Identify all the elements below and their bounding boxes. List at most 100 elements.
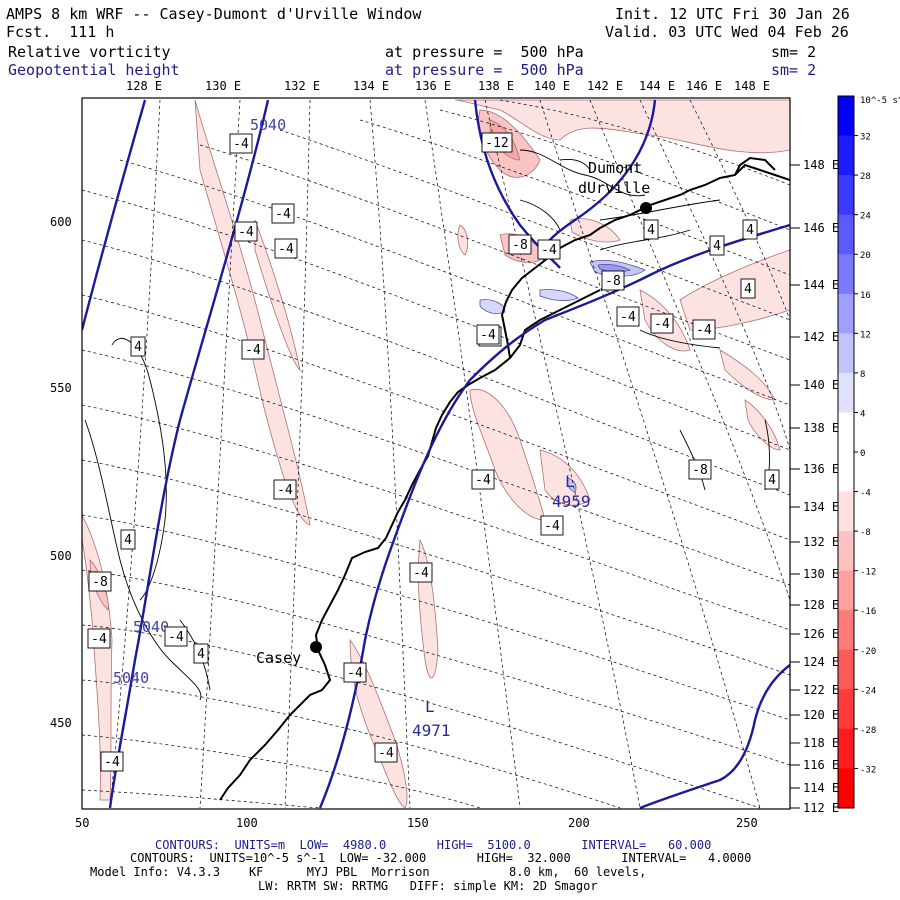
- vorticity-label-text: 4: [124, 533, 132, 548]
- lat-label: 112 E: [803, 801, 839, 815]
- lat-label: 136 E: [803, 462, 839, 476]
- lon-label: 140 E: [534, 79, 570, 93]
- lon-label: 144 E: [639, 79, 675, 93]
- lat-label: 124 E: [803, 655, 839, 669]
- colorbar-swatch: [838, 214, 854, 255]
- lat-label: 122 E: [803, 683, 839, 697]
- vorticity-label: -12: [481, 132, 513, 153]
- vorticity-label: -4: [273, 479, 297, 500]
- footer-physics: LW: RRTM SW: RRTMG DIFF: simple KM: 2D S…: [258, 879, 598, 893]
- vorticity-label: 4: [764, 469, 780, 490]
- x-tick: 250: [736, 816, 758, 830]
- lat-label: 138 E: [803, 421, 839, 435]
- vorticity-label-text: -4: [413, 566, 429, 581]
- colorbar-swatch: [838, 531, 854, 572]
- vorticity-label-box: [688, 459, 712, 480]
- colorbar-label: 4: [860, 409, 865, 419]
- vorticity-label-box: [471, 469, 495, 490]
- x-axis: 50 100 150 200 250: [75, 816, 758, 830]
- height-labels: 5040 5040 5040: [113, 116, 286, 687]
- colorbar-unit: 10^-5 s^-1: [860, 96, 900, 106]
- colorbar-swatch: [838, 96, 854, 137]
- vorticity-label-box: [601, 270, 625, 291]
- vorticity-label-box: [476, 324, 500, 345]
- vorticity-label: -4: [409, 562, 433, 583]
- vorticity-label-text: -8: [512, 238, 528, 253]
- vorticity-label-text: -4: [480, 328, 496, 343]
- lat-label: 126 E: [803, 627, 839, 641]
- vorticity-label: -4: [87, 628, 111, 649]
- casey-label: Casey: [256, 649, 301, 667]
- vorticity-label-text: -4: [245, 343, 261, 358]
- vorticity-label-box: [508, 234, 532, 255]
- vorticity-label: -4: [164, 626, 188, 647]
- x-tick: 50: [75, 816, 89, 830]
- vorticity-label-box: [709, 235, 725, 256]
- vorticity-label: -4: [537, 239, 561, 260]
- y-tick: 600: [50, 215, 72, 229]
- colorbar-swatch: [838, 135, 854, 176]
- height-label: 5040: [133, 618, 169, 636]
- forecast-hour: Fcst. 111 h: [6, 23, 115, 41]
- colorbar-label: 16: [860, 291, 871, 301]
- colorbar-label: -12: [860, 568, 876, 578]
- field1-level: at pressure = 500 hPa: [385, 43, 584, 61]
- lat-label: 130 E: [803, 567, 839, 581]
- vorticity-label-box: [343, 662, 367, 683]
- colorbar-label: -24: [860, 686, 876, 696]
- colorbar-label: -16: [860, 607, 876, 617]
- lat-label: 148 E: [803, 158, 839, 172]
- map-title: AMPS 8 km WRF -- Casey-Dumont d'Urville …: [6, 5, 422, 23]
- vorticity-label: 4: [709, 235, 725, 256]
- vorticity-label: -4: [692, 319, 716, 340]
- height-label: 5040: [250, 116, 286, 134]
- vorticity-label-box: [130, 336, 146, 357]
- lon-label: 134 E: [353, 79, 389, 93]
- colorbar-label: -32: [860, 765, 876, 775]
- dumont-station-marker: [640, 202, 652, 214]
- vorticity-label-text: -8: [92, 575, 108, 590]
- vorticity-label: -4: [343, 662, 367, 683]
- vorticity-label-text: -4: [620, 310, 636, 325]
- top-lon-labels: 128 E 130 E 132 E 134 E 136 E 138 E 140 …: [126, 79, 770, 93]
- vorticity-label-text: -4: [654, 317, 670, 332]
- vorticity-label-text: -4: [238, 225, 254, 240]
- low-value: 4971: [412, 721, 451, 740]
- lon-label: 132 E: [284, 79, 320, 93]
- colorbar-label: 32: [860, 133, 871, 143]
- colorbar-swatch: [838, 728, 854, 769]
- lat-label: 120 E: [803, 708, 839, 722]
- colorbar-swatch: [838, 372, 854, 413]
- lat-label: 128 E: [803, 598, 839, 612]
- vorticity-label: 4: [130, 336, 146, 357]
- colorbar-swatch: [838, 254, 854, 295]
- colorbar: 32 28 24 20 16 12 8 4 0 -4 -8 -12 -16 -20 -24 -28 -32: [837, 95, 876, 809]
- vorticity-label-box: [234, 221, 258, 242]
- colorbar-label: -28: [860, 726, 876, 736]
- lat-label: 114 E: [803, 781, 839, 795]
- plot-frame: [81, 97, 791, 810]
- lat-label: 142 E: [803, 330, 839, 344]
- vorticity-label-text: -4: [378, 746, 394, 761]
- colorbar-label: 8: [860, 370, 865, 380]
- init-time: Init. 12 UTC Fri 30 Jan 26: [615, 5, 850, 23]
- vorticity-label-text: -4: [277, 483, 293, 498]
- y-tick: 450: [50, 716, 72, 730]
- colorbar-swatch: [838, 333, 854, 374]
- vorticity-label-text: 4: [746, 223, 754, 238]
- colorbar-label: 28: [860, 172, 871, 182]
- vorticity-label-text: 4: [197, 647, 205, 662]
- colorbar-swatch: [838, 570, 854, 611]
- vorticity-label-box: [241, 339, 265, 360]
- valid-time: Valid. 03 UTC Wed 04 Feb 26: [605, 23, 849, 41]
- colorbar-label: 0: [860, 449, 865, 459]
- colorbar-label: 24: [860, 212, 871, 222]
- vorticity-label: -8: [688, 459, 712, 480]
- vorticity-label: -4: [100, 751, 124, 772]
- lon-label: 142 E: [587, 79, 623, 93]
- vorticity-label-box: [409, 562, 433, 583]
- vorticity-label: -4: [234, 221, 258, 242]
- lat-label: 146 E: [803, 221, 839, 235]
- low-symbol: L: [425, 697, 435, 716]
